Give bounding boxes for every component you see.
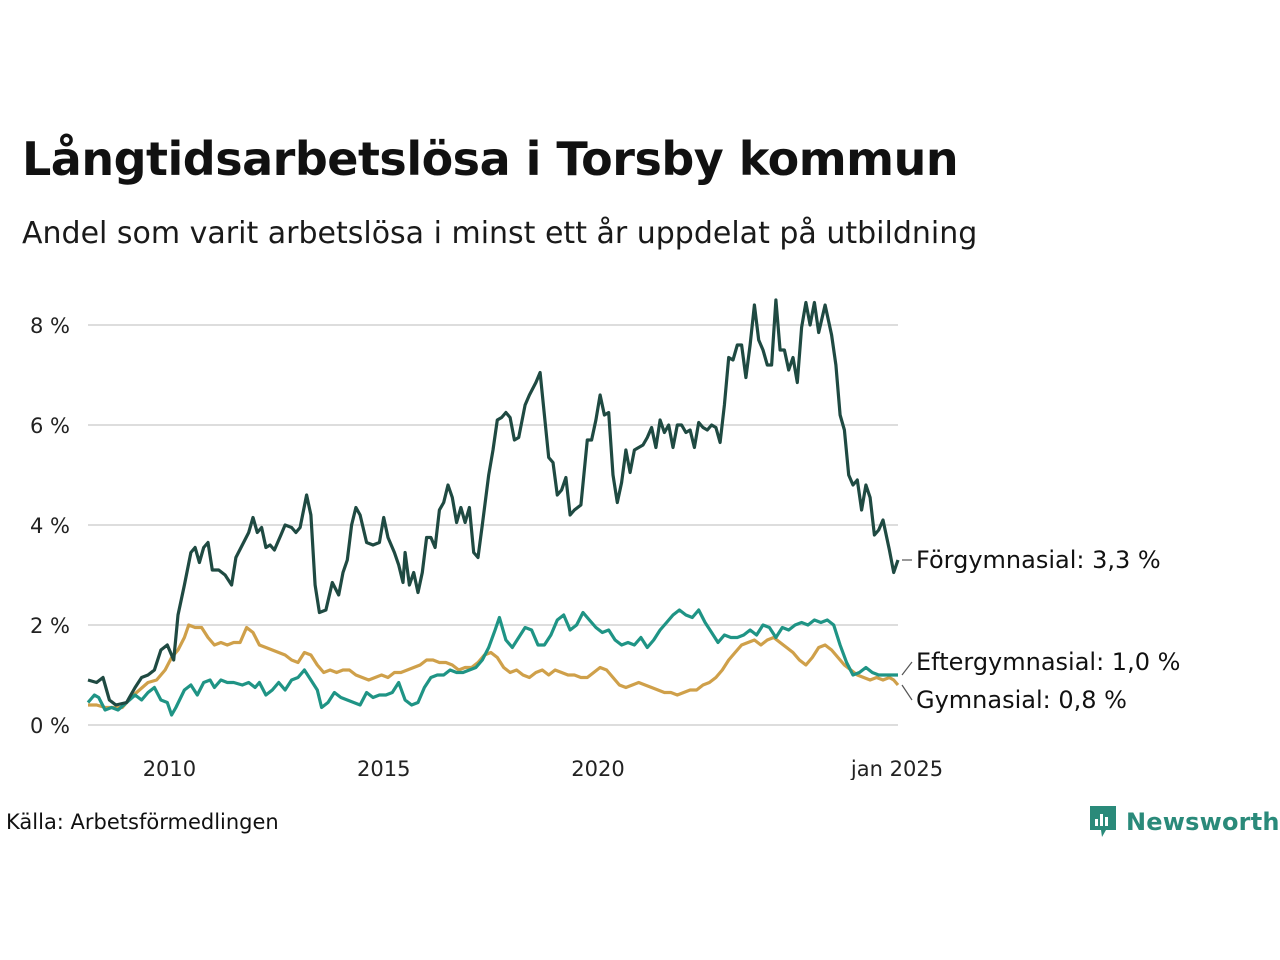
series-line-gymnasial — [88, 623, 900, 710]
series-end-labels: Förgymnasial: 3,3 % Eftergymnasial: 1,0 %… — [901, 546, 1180, 714]
label-leader-gymnasial — [901, 684, 913, 701]
newsworthy-logo-icon — [1090, 806, 1116, 837]
line-chart: 0 % 2 % 4 % 6 % 8 % 2010 2015 2020 jan 2025 För… — [30, 298, 1180, 780]
chart-title: Långtidsarbetslösa i Torsby kommun — [22, 132, 959, 186]
series-line-förgymnasial — [87, 298, 900, 707]
grid-lines — [88, 324, 898, 726]
label-leader-eftergymnasial — [901, 661, 913, 676]
x-axis-ticks: 2010 2015 2020 jan 2025 — [143, 757, 943, 780]
x-tick-label: 2015 — [357, 757, 410, 780]
y-tick-label: 8 % — [30, 314, 70, 338]
y-axis-ticks: 0 % 2 % 4 % 6 % 8 % — [30, 314, 70, 738]
x-tick-label: 2020 — [571, 757, 624, 780]
series-label-förgymnasial: Förgymnasial: 3,3 % — [916, 546, 1161, 574]
series-label-gymnasial: Gymnasial: 0,8 % — [916, 686, 1127, 714]
series-label-eftergymnasial: Eftergymnasial: 1,0 % — [916, 648, 1180, 676]
y-tick-label: 6 % — [30, 414, 70, 438]
newsworthy-logo: Newsworthy — [1088, 804, 1280, 840]
series-line-eftergymnasial — [86, 608, 898, 717]
y-tick-label: 0 % — [30, 714, 70, 738]
x-tick-label: 2010 — [143, 757, 196, 780]
chart-subtitle: Andel som varit arbetslösa i minst ett å… — [22, 216, 978, 251]
x-tick-label: jan 2025 — [850, 757, 943, 780]
source-note: Källa: Arbetsförmedlingen — [6, 810, 279, 834]
newsworthy-logo-text: Newsworthy — [1126, 808, 1280, 836]
y-tick-label: 2 % — [30, 614, 70, 638]
series-lines — [86, 298, 900, 717]
y-tick-label: 4 % — [30, 514, 70, 538]
